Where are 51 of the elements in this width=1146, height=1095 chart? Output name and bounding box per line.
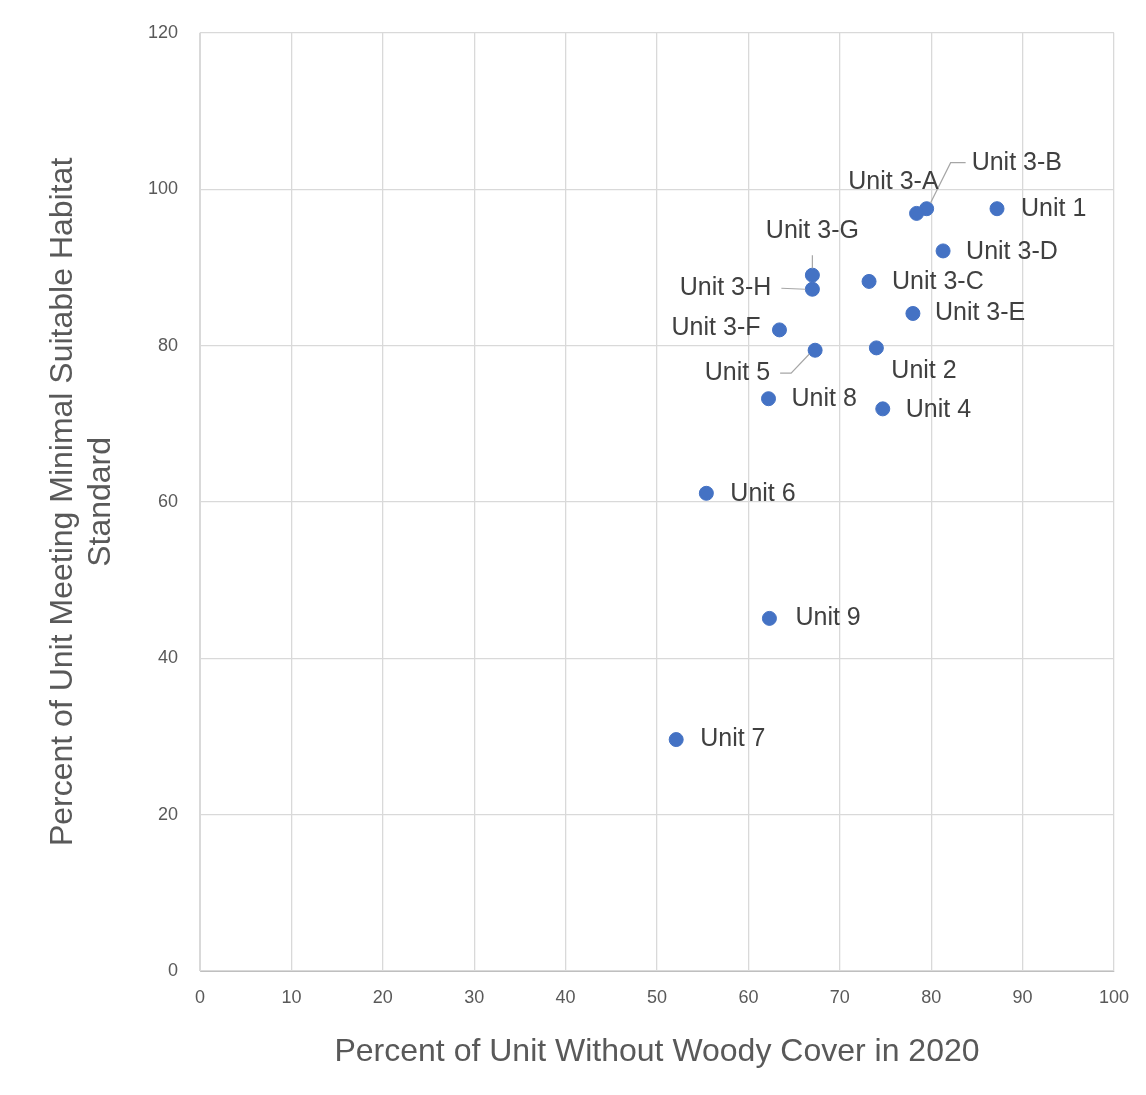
annotation: Unit 6	[730, 478, 796, 507]
point	[698, 485, 714, 501]
x-tick-label: 30	[464, 986, 485, 1007]
point	[668, 732, 684, 748]
point	[989, 201, 1005, 217]
point	[875, 401, 891, 417]
y-tick-label: 120	[147, 21, 178, 42]
point	[905, 305, 921, 321]
point	[761, 391, 777, 407]
annotation: Unit 9	[795, 602, 861, 631]
point	[771, 322, 787, 338]
x-tick-label: 50	[646, 986, 668, 1007]
annotation: Unit 3-D	[966, 235, 1058, 264]
annotation: Unit 3-G	[765, 215, 859, 244]
x-tick-label: 70	[829, 986, 850, 1007]
x-tick-label: 80	[921, 986, 942, 1007]
annotation: Unit 3-A	[848, 166, 939, 195]
x-tick-label: 100	[1098, 986, 1130, 1007]
point	[909, 205, 925, 221]
point	[761, 610, 777, 626]
x-tick-label: 90	[1012, 986, 1033, 1007]
annotation: Unit 7	[700, 723, 766, 752]
x-tick-label: 10	[281, 986, 302, 1007]
point	[807, 342, 823, 358]
x-tick-label: 0	[194, 986, 206, 1007]
y-tick-label: 60	[157, 490, 178, 511]
annotation: Unit 3-B	[971, 146, 1062, 175]
annotation: Unit 1	[1021, 192, 1087, 221]
point	[935, 243, 951, 259]
y-tick-label: 20	[157, 803, 178, 824]
x-tick-label: 20	[372, 986, 393, 1007]
annotation: Unit 3-C	[892, 266, 984, 295]
y-tick-label: 0	[167, 959, 178, 980]
annotation: Unit 3-H	[679, 272, 772, 301]
point	[804, 281, 820, 297]
x-axis-title: Percent of Unit Without Woody Cover in 2020	[334, 1031, 980, 1068]
y-axis-title: Percent of Unit Meeting Minimal Suitable Habitat Standard	[43, 157, 118, 847]
y-tick-label: 100	[147, 178, 178, 199]
x-tick-label: 60	[738, 986, 759, 1007]
annotation: Unit 3-F	[671, 311, 761, 340]
annotation: Unit 2	[891, 354, 957, 383]
point	[861, 273, 877, 289]
annotation: Unit 8	[791, 382, 857, 411]
x-tick-label: 40	[555, 986, 576, 1007]
y-tick-label: 80	[157, 334, 178, 355]
y-tick-label: 40	[157, 647, 178, 668]
point	[804, 267, 820, 283]
annotation: Unit 4	[905, 393, 972, 422]
point	[868, 340, 884, 356]
annotation: Unit 5	[704, 357, 771, 386]
annotation: Unit 3-E	[934, 297, 1026, 326]
